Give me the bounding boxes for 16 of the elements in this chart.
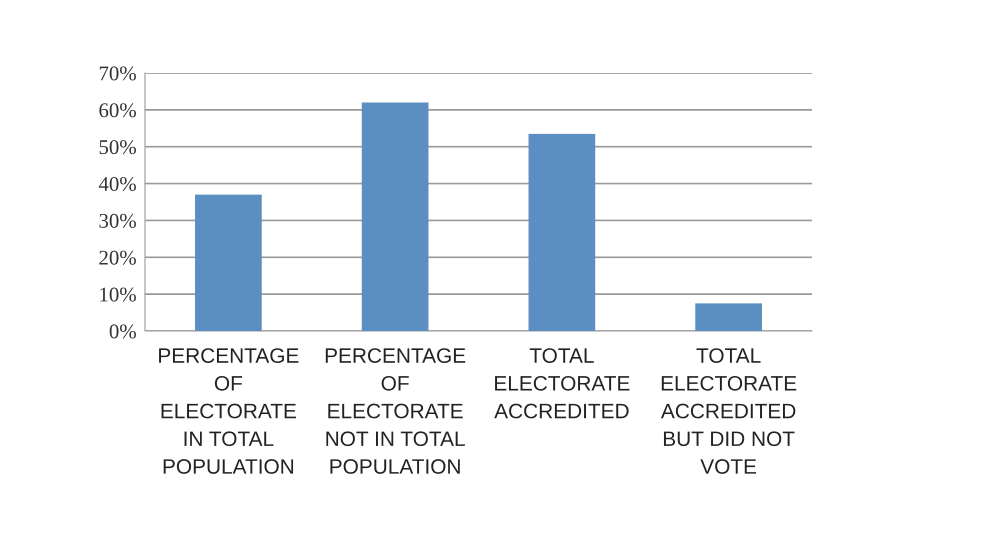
- y-tick-label: 40%: [98, 176, 136, 192]
- bar: [195, 194, 262, 331]
- y-tick-label: 50%: [100, 140, 136, 154]
- bar: [695, 303, 762, 331]
- x-tick-label: PERCENTAGE OF ELECTORATE IN TOTAL POPULATION: [159, 348, 298, 474]
- y-tick-label: 60%: [99, 103, 136, 118]
- y-tick-label: 20%: [99, 250, 136, 265]
- bar: [528, 134, 596, 331]
- x-tick-label: TOTAL ELECTORATE ACCREDITED BUT DID NOT VOTE: [660, 348, 796, 474]
- y-tick-label: 30%: [99, 214, 136, 228]
- bar: [362, 102, 428, 331]
- y-tick-label: 0%: [110, 324, 136, 338]
- y-tick-label: 70%: [100, 66, 136, 80]
- x-tick-label: TOTAL ELECTORATE ACCREDITED: [494, 348, 630, 418]
- x-tick-label: PERCENTAGE OF ELECTORATE NOT IN TOTAL POPULATION: [326, 348, 466, 474]
- y-tick-label: 10%: [100, 288, 136, 302]
